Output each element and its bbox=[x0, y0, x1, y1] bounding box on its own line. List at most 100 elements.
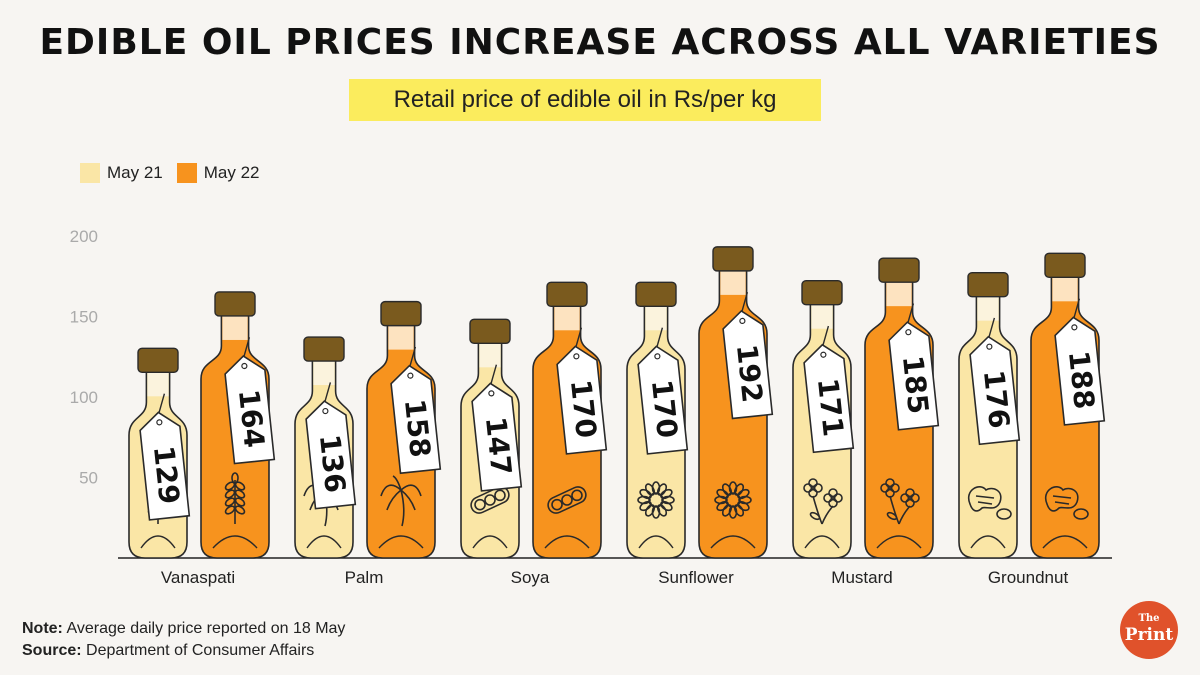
tag-string bbox=[1072, 298, 1081, 320]
legend: May 21 May 22 bbox=[80, 163, 274, 183]
tag-string bbox=[574, 327, 583, 349]
theprint-logo: The Print bbox=[1120, 601, 1178, 659]
bottle-cap bbox=[137, 347, 179, 374]
legend-swatch-may21 bbox=[80, 163, 100, 183]
tag-hole bbox=[241, 362, 248, 370]
tag-string bbox=[655, 327, 664, 349]
soybean-icon bbox=[470, 486, 510, 514]
price-label: 176 bbox=[977, 368, 1016, 430]
price-label: 158 bbox=[398, 397, 437, 459]
bottle-bar-sunflower-may21: 170 bbox=[626, 281, 689, 559]
tag-shape bbox=[969, 335, 1021, 446]
y-tick-label: 50 bbox=[79, 469, 98, 488]
bottle-base-arc bbox=[876, 535, 922, 549]
price-tag: 129 bbox=[139, 393, 191, 521]
price-label: 136 bbox=[313, 433, 352, 495]
peanut-icon bbox=[1044, 486, 1089, 520]
bottle-neck bbox=[313, 359, 335, 386]
tag-shape bbox=[305, 400, 357, 510]
bottle-bar-palm-may22: 158 bbox=[366, 300, 442, 559]
tag-string bbox=[821, 325, 830, 347]
legend-label-may22: May 22 bbox=[203, 163, 260, 182]
bottle-base-arc bbox=[140, 535, 176, 549]
tag-hole bbox=[156, 419, 163, 426]
tag-hole bbox=[488, 390, 495, 397]
legend-item-may21: May 21 bbox=[80, 163, 163, 183]
bottle-neck bbox=[811, 302, 833, 329]
tag-string bbox=[906, 303, 915, 325]
price-tag: 158 bbox=[390, 346, 442, 475]
bottle-neck bbox=[554, 304, 580, 331]
logo-text-top: The bbox=[1138, 613, 1160, 624]
source-text: Department of Consumer Affairs bbox=[86, 642, 315, 659]
tag-shape bbox=[803, 343, 855, 454]
palm-tree-icon bbox=[380, 475, 422, 527]
bottle-neck bbox=[886, 280, 912, 307]
tag-shape bbox=[1054, 316, 1106, 426]
logo-text-bottom: Print bbox=[1124, 625, 1174, 645]
mustard-flower-icon bbox=[880, 478, 920, 525]
tag-hole bbox=[573, 353, 580, 360]
legend-item-may22: May 22 bbox=[176, 163, 260, 183]
bottle-base-arc bbox=[638, 535, 674, 549]
x-category-label: Mustard bbox=[831, 568, 892, 587]
peanut-icon bbox=[967, 486, 1012, 520]
price-label: 164 bbox=[232, 388, 271, 450]
price-label: 129 bbox=[147, 444, 186, 506]
price-tag: 192 bbox=[722, 292, 774, 420]
tag-hole bbox=[654, 353, 661, 360]
tag-shape bbox=[139, 411, 191, 521]
price-label: 170 bbox=[564, 378, 603, 440]
sunflower-icon bbox=[637, 481, 675, 519]
chart-title: EDIBLE OIL PRICES INCREASE ACROSS ALL VA… bbox=[39, 22, 1161, 63]
wheat-icon bbox=[224, 472, 246, 524]
tag-string bbox=[987, 317, 996, 339]
x-category-label: Vanaspati bbox=[161, 568, 235, 587]
price-label: 185 bbox=[896, 354, 935, 416]
tag-string bbox=[489, 364, 498, 386]
tag-string bbox=[323, 382, 332, 404]
price-label: 147 bbox=[479, 415, 518, 477]
legend-label-may21: May 21 bbox=[107, 163, 163, 182]
y-tick-label: 150 bbox=[70, 308, 98, 327]
price-tag: 147 bbox=[471, 364, 523, 492]
bottle-cap bbox=[380, 300, 422, 327]
tag-hole bbox=[986, 343, 993, 350]
tag-hole bbox=[820, 351, 827, 358]
price-tag: 185 bbox=[888, 303, 940, 431]
bottle-cap bbox=[635, 281, 677, 307]
tag-string bbox=[242, 337, 251, 359]
bottle-bar-mustard-may21: 171 bbox=[792, 279, 855, 559]
source-line: Source: Department of Consumer Affairs bbox=[22, 640, 345, 662]
bottle-base-arc bbox=[212, 535, 258, 549]
x-category-label: Palm bbox=[345, 568, 384, 587]
price-tag: 171 bbox=[803, 325, 855, 454]
bottle-bar-palm-may21: 136 bbox=[294, 336, 357, 559]
bottle-neck bbox=[388, 323, 414, 350]
price-label: 188 bbox=[1062, 349, 1101, 411]
tag-string bbox=[408, 346, 417, 368]
bottle-bar-sunflower-may22: 192 bbox=[698, 246, 774, 559]
price-tag: 164 bbox=[224, 337, 276, 465]
tag-string bbox=[740, 292, 749, 314]
x-category-label: Groundnut bbox=[988, 568, 1069, 587]
mustard-flower-icon bbox=[803, 478, 843, 525]
bottle-cap bbox=[303, 336, 345, 362]
bottle-base-arc bbox=[1042, 535, 1088, 549]
bottle-cap bbox=[546, 281, 588, 307]
bottle-bar-groundnut-may21: 176 bbox=[958, 271, 1021, 559]
bottle-cap bbox=[214, 291, 256, 317]
bottle-cap bbox=[878, 257, 920, 283]
bottle-cap bbox=[801, 279, 843, 306]
bottle-neck bbox=[977, 294, 999, 321]
y-tick-label: 200 bbox=[70, 227, 98, 246]
tag-hole bbox=[1071, 324, 1078, 331]
tag-shape bbox=[471, 382, 523, 492]
tag-hole bbox=[407, 372, 414, 379]
bottle-bar-vanaspati-may21: 129 bbox=[128, 347, 191, 559]
chart-subtitle: Retail price of edible oil in Rs/per kg bbox=[349, 79, 821, 121]
note-text: Average daily price reported on 18 May bbox=[66, 620, 346, 637]
legend-swatch-may22 bbox=[176, 163, 197, 183]
bottle-base-arc bbox=[804, 535, 840, 549]
